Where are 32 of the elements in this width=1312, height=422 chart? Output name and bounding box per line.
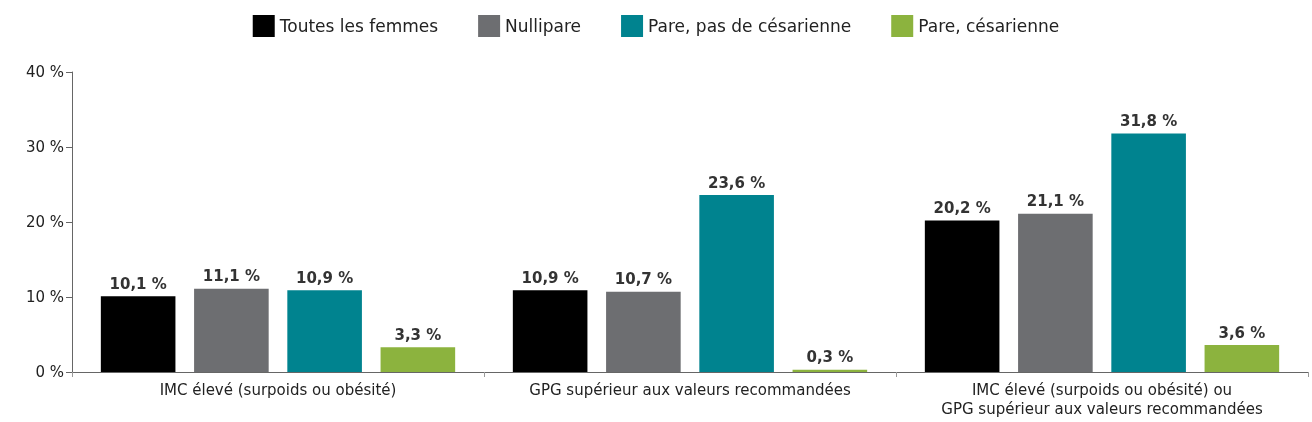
y-tick-label: 0 % [35,363,64,381]
bar [100,296,176,372]
data-label: 10,9 % [521,268,579,287]
data-label: 3,6 % [1218,323,1266,342]
data-label: 31,8 % [1119,112,1178,130]
data-label: 3,3 % [394,325,442,344]
x-tick-label: IMC élevé (surpoids ou obésité) ou GPG supérieur aux valeurs recommandées [941,380,1263,418]
legend-label: Pare, pas de césarienne [648,16,852,36]
data-label: 21,1 % [1026,192,1085,211]
y-tick-label: 30 % [25,138,64,156]
x-tick-label: GPG supérieur aux valeurs recommandées [529,380,851,399]
data-label: 10,7 % [614,270,673,289]
bar [512,290,588,372]
bar [924,220,1000,372]
legend-label: Pare, césarienne [918,16,1060,36]
legend-label: Toutes les femmes [278,16,439,36]
data-label: 0,3 % [806,348,854,367]
bar [1204,345,1280,372]
bar [1111,133,1186,372]
bar [380,347,456,372]
data-label: 11,1 % [202,267,261,286]
legend-label: Nullipare [505,16,582,36]
bar [699,195,774,372]
data-label: 23,6 % [707,173,766,192]
bar [287,290,362,372]
y-tick-label: 20 % [25,213,64,231]
data-label: 10,9 % [295,268,354,287]
x-tick-label: IMC élevé (surpoids ou obésité) [159,380,397,399]
y-tick-label: 40 % [25,63,64,81]
data-label: 10,1 % [109,274,167,293]
y-tick-label: 10 % [25,288,64,306]
data-label: 20,2 % [933,199,991,217]
